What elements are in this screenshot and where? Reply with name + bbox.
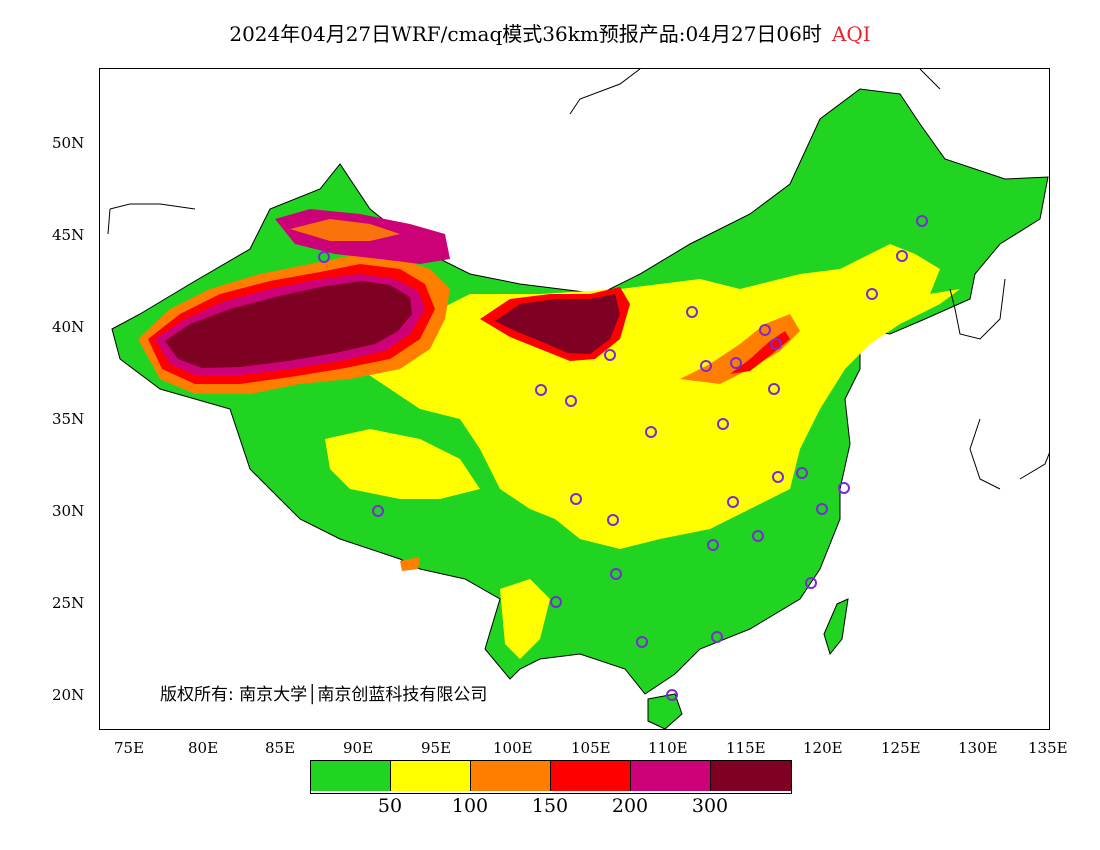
- title-variable: AQI: [831, 22, 871, 46]
- taiwan-island: [823, 598, 849, 656]
- japan-coastline: [969, 418, 1049, 490]
- hainan-island: [647, 693, 683, 729]
- region-usg-dzungaria: [290, 219, 400, 241]
- lon-tick: 135E: [1028, 739, 1068, 757]
- colorbar-label: 200: [611, 795, 649, 817]
- lon-tick: 75E: [114, 739, 145, 757]
- chart-title: 2024年04月27日WRF/cmaq模式36km预报产品:04月27日06时 A…: [0, 18, 1100, 47]
- lat-tick: 50N: [52, 134, 85, 152]
- region-moderate-northeast: [840, 244, 940, 294]
- region-hazardous-tarim: [165, 281, 412, 368]
- colorbar-label: 150: [531, 795, 569, 817]
- region-moderate-tibet: [325, 429, 480, 499]
- lon-tick: 105E: [571, 739, 611, 757]
- lon-tick: 130E: [958, 739, 998, 757]
- china-aqi-map: [107, 69, 1049, 729]
- colorbar-label: 300: [691, 795, 729, 817]
- region-unhealthy-ncp: [730, 331, 790, 374]
- lon-tick: 110E: [648, 739, 688, 757]
- copyright-text: 版权所有: 南京大学│南京创蓝科技有限公司: [160, 685, 488, 705]
- lat-tick: 40N: [52, 318, 85, 336]
- lat-tick: 20N: [52, 686, 85, 704]
- station-markers: [318, 215, 928, 701]
- map-panel: [99, 68, 1050, 730]
- lat-tick: 45N: [52, 226, 85, 244]
- sakhalin-coastline: [569, 69, 941, 115]
- lat-tick: 25N: [52, 594, 85, 612]
- lon-tick: 85E: [265, 739, 296, 757]
- colorbar-swatch: [631, 761, 711, 791]
- lon-tick: 95E: [421, 739, 452, 757]
- colorbar-swatch: [391, 761, 471, 791]
- lon-tick: 125E: [881, 739, 921, 757]
- lon-tick: 120E: [803, 739, 843, 757]
- korea-coastline: [949, 278, 1006, 340]
- title-main: 2024年04月27日WRF/cmaq模式36km预报产品:04月27日06时: [229, 22, 822, 46]
- lon-tick: 115E: [726, 739, 766, 757]
- lat-tick: 30N: [52, 502, 85, 520]
- colorbar-swatch: [471, 761, 551, 791]
- aqi-colorbar: [310, 760, 792, 794]
- lon-tick: 80E: [188, 739, 219, 757]
- lon-tick: 100E: [493, 739, 533, 757]
- colorbar-label: 100: [451, 795, 489, 817]
- region-moderate-south: [500, 579, 550, 659]
- lon-tick: 90E: [343, 739, 374, 757]
- region-moderate-north: [350, 269, 960, 549]
- colorbar-swatch: [711, 761, 791, 791]
- region-hazardous-alxa: [495, 294, 620, 354]
- colorbar-swatch: [311, 761, 391, 791]
- colorbar-label: 50: [377, 795, 403, 817]
- region-usg-south: [400, 557, 420, 571]
- colorbar-swatch: [551, 761, 631, 791]
- lat-tick: 35N: [52, 410, 85, 428]
- caspian-coastline: [107, 203, 196, 235]
